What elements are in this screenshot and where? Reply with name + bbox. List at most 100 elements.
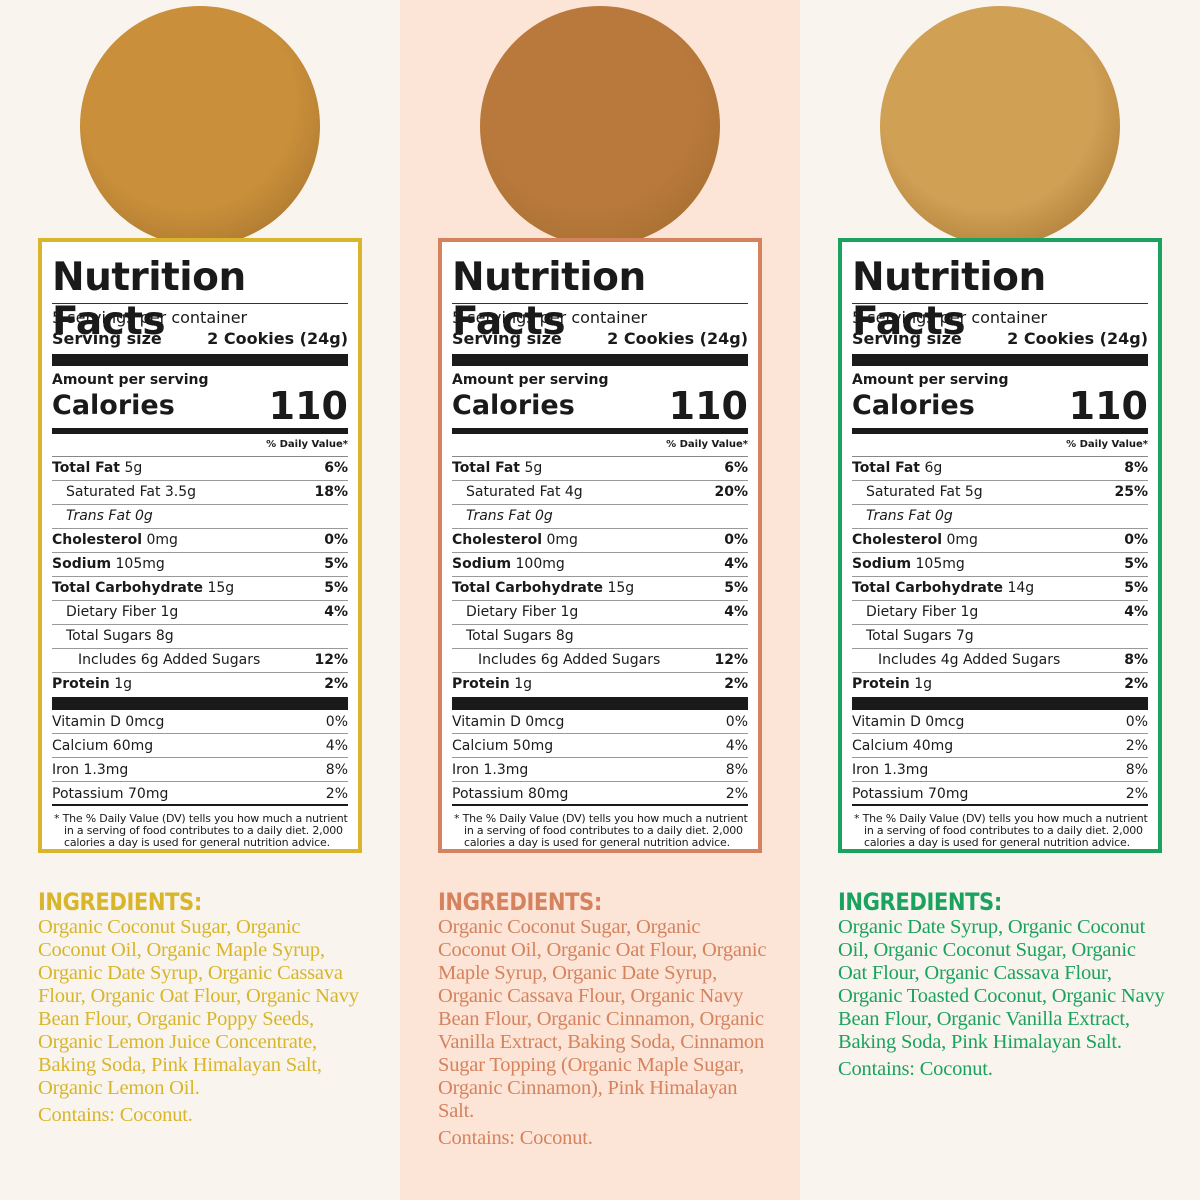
vitamin-row: Potassium 80mg 2% (452, 782, 748, 806)
divider (452, 354, 748, 366)
calories-label: Calories (852, 390, 975, 421)
divider (452, 697, 748, 710)
vitamin-row: Vitamin D 0mcg 0% (452, 710, 748, 734)
vitamin-name: Potassium 70mg (852, 786, 969, 802)
nutrient-daily-value: 25% (1114, 484, 1148, 500)
ingredients-section: INGREDIENTS: Organic Coconut Sugar, Organ… (438, 888, 768, 1150)
nutrient-amount: Saturated Fat 3.5g (66, 484, 197, 500)
nutrient-daily-value: 4% (324, 604, 348, 620)
nutrient-amount: 6g (920, 460, 943, 476)
calories-value: 110 (268, 384, 348, 428)
nutrient-daily-value: 18% (314, 484, 348, 500)
nutrient-row: Sodium 100mg 4% (452, 553, 748, 577)
nutrient-daily-value: 5% (724, 580, 748, 596)
nutrient-bold-label: Protein (852, 676, 910, 692)
nutrient-row: Trans Fat 0g (852, 505, 1148, 529)
daily-value-header: % Daily Value* (452, 434, 748, 457)
vitamin-row: Vitamin D 0mcg 0% (852, 710, 1148, 734)
vitamin-daily-value: 2% (1125, 786, 1148, 802)
ingredients-heading: INGREDIENTS: (438, 888, 602, 916)
vitamin-name: Iron 1.3mg (52, 762, 129, 778)
daily-value-header: % Daily Value* (52, 434, 348, 457)
divider (52, 354, 348, 366)
nutrient-name: Total Sugars 8g (66, 625, 174, 648)
nutrient-name: Total Sugars 7g (866, 625, 974, 648)
vitamin-daily-value: 0% (725, 714, 748, 730)
nutrient-amount: 105mg (111, 556, 165, 572)
vitamin-name: Calcium 60mg (52, 738, 154, 754)
nutrient-name: Total Fat 5g (452, 457, 542, 480)
allergen-statement: Contains: Coconut. (838, 1058, 993, 1080)
vitamin-daily-value: 0% (1125, 714, 1148, 730)
vitamin-row: Calcium 40mg 2% (852, 734, 1148, 758)
nutrient-amount: Total Sugars 8g (466, 628, 574, 644)
nutrient-daily-value: 5% (1124, 556, 1148, 572)
servings-per-container: 5 servings per container (852, 308, 1048, 327)
vitamin-row: Iron 1.3mg 8% (52, 758, 348, 782)
nutrient-bold-label: Total Carbohydrate (852, 580, 1004, 596)
vitamin-name: Calcium 50mg (452, 738, 554, 754)
calories-row: Calories 110 (452, 387, 748, 425)
nutrient-amount: Includes 6g Added Sugars (78, 652, 261, 668)
nutrient-daily-value: 6% (324, 460, 348, 476)
cookie-image (880, 6, 1120, 246)
nutrient-row: Cholesterol 0mg 0% (852, 529, 1148, 553)
nutrient-name: Total Carbohydrate 14g (852, 577, 1034, 600)
nutrient-amount: 15g (203, 580, 235, 596)
nutrient-amount: Saturated Fat 5g (866, 484, 983, 500)
nutrient-amount: 15g (603, 580, 635, 596)
nutrient-amount: 105mg (911, 556, 965, 572)
nutrient-name: Dietary Fiber 1g (466, 601, 578, 624)
nutrient-amount: 1g (109, 676, 132, 692)
nutrient-bold-label: Cholesterol (852, 532, 942, 548)
nutrient-row: Total Carbohydrate 15g 5% (452, 577, 748, 601)
nutrient-row: Total Sugars 8g (52, 625, 348, 649)
nutrient-daily-value: 0% (324, 532, 348, 548)
servings-per-container: 5 servings per container (452, 308, 648, 327)
nutrient-name: Cholesterol 0mg (852, 529, 978, 552)
calories-value: 110 (1068, 384, 1148, 428)
nutrient-amount: Includes 6g Added Sugars (478, 652, 661, 668)
nutrient-row: Trans Fat 0g (452, 505, 748, 529)
nutrient-bold-label: Sodium (452, 556, 512, 572)
nutrient-row: Includes 6g Added Sugars 12% (452, 649, 748, 673)
vitamin-name: Iron 1.3mg (452, 762, 529, 778)
serving-size-value: 2 Cookies (24g) (207, 329, 348, 348)
nutrient-name: Sodium 105mg (852, 553, 965, 576)
divider (852, 697, 1148, 710)
nutrient-bold-label: Sodium (852, 556, 912, 572)
nutrient-name: Cholesterol 0mg (452, 529, 578, 552)
footnote: * The % Daily Value (DV) tells you how m… (54, 812, 348, 849)
nutrient-row: Total Sugars 7g (852, 625, 1148, 649)
vitamin-row: Iron 1.3mg 8% (852, 758, 1148, 782)
nutrient-amount: 5g (520, 460, 543, 476)
nutrient-daily-value: 12% (314, 652, 348, 668)
nutrient-amount: 1g (909, 676, 932, 692)
nutrient-amount: Trans Fat 0g (66, 508, 153, 524)
servings-per-container: 5 servings per container (52, 308, 248, 327)
nutrition-facts-title: Nutrition Facts (452, 248, 748, 344)
daily-value-header: % Daily Value* (852, 434, 1148, 457)
serving-size-value: 2 Cookies (24g) (1007, 329, 1148, 348)
nutrient-amount: Total Sugars 7g (866, 628, 974, 644)
nutrient-bold-label: Total Fat (452, 460, 521, 476)
nutrient-name: Dietary Fiber 1g (866, 601, 978, 624)
nutrient-bold-label: Cholesterol (52, 532, 142, 548)
vitamin-name: Calcium 40mg (852, 738, 954, 754)
nutrient-bold-label: Total Carbohydrate (52, 580, 204, 596)
nutrient-amount: 1g (509, 676, 532, 692)
divider (852, 354, 1148, 366)
nutrient-row: Protein 1g 2% (852, 673, 1148, 697)
nutrient-row: Includes 6g Added Sugars 12% (52, 649, 348, 673)
nutrient-row: Total Carbohydrate 15g 5% (52, 577, 348, 601)
vitamin-daily-value: 4% (325, 738, 348, 754)
nutrient-daily-value: 12% (714, 652, 748, 668)
nutrient-bold-label: Sodium (52, 556, 112, 572)
nutrient-name: Sodium 105mg (52, 553, 165, 576)
vitamin-daily-value: 2% (725, 786, 748, 802)
nutrient-name: Total Fat 5g (52, 457, 142, 480)
calories-label: Calories (52, 390, 175, 421)
vitamin-row: Vitamin D 0mcg 0% (52, 710, 348, 734)
calories-row: Calories 110 (852, 384, 1148, 428)
